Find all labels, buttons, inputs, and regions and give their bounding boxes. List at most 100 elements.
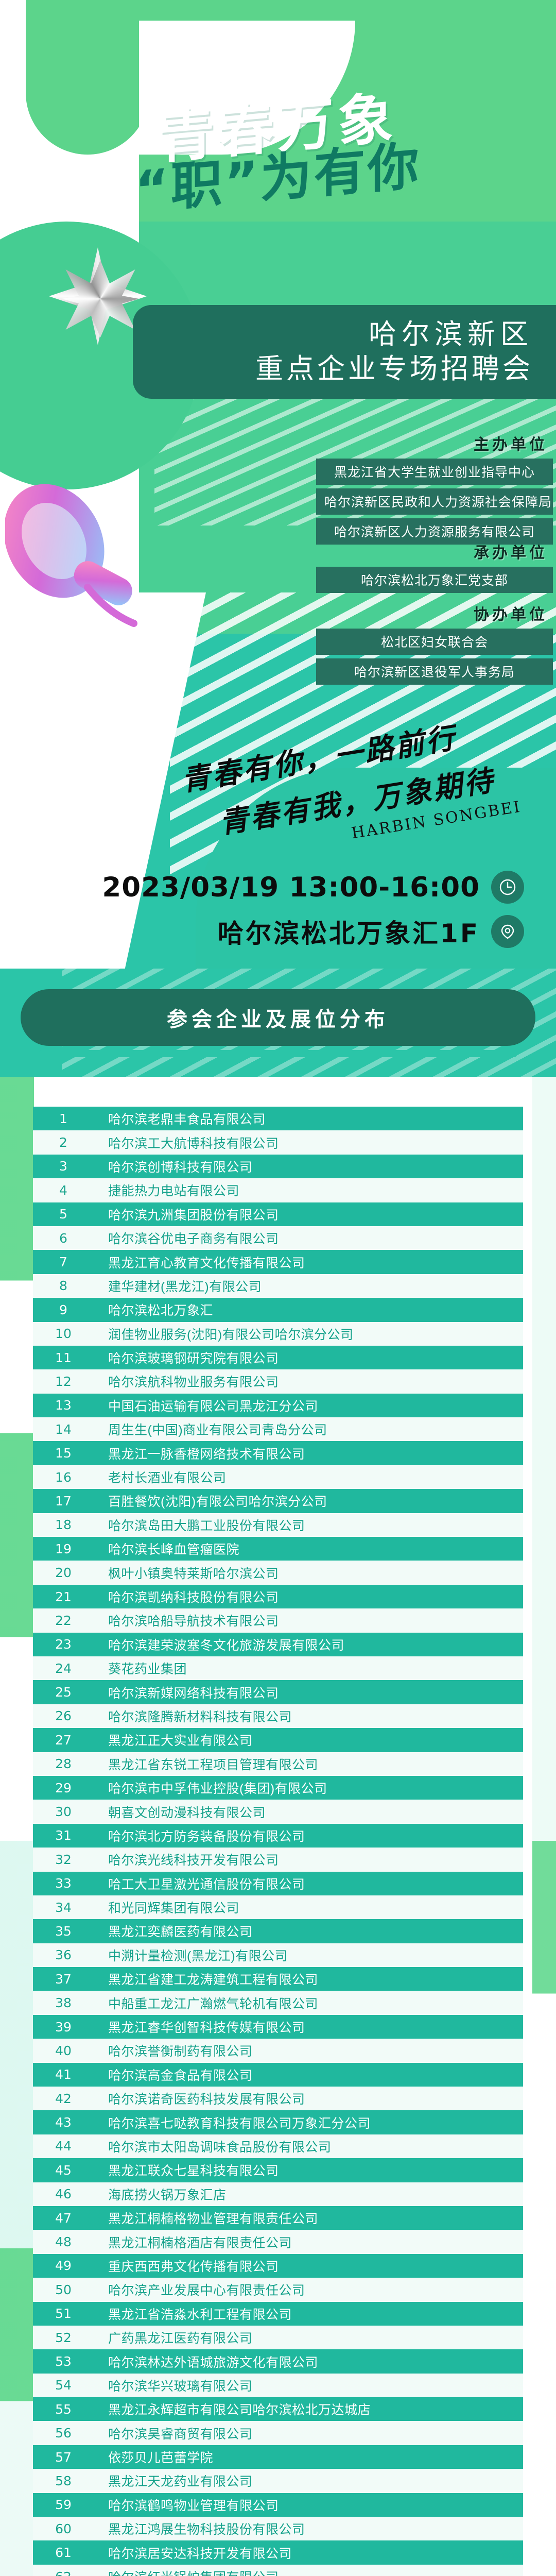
table-row: 22 哈尔滨哈船导航技术有限公司 [33, 1608, 523, 1633]
section-title: 参会企业及展位分布 [167, 1008, 389, 1031]
company-name: 和光同辉集团有限公司 [94, 1895, 523, 1920]
decor-blob-left [26, 0, 149, 155]
table-row: 56 哈尔滨昊睿商贸有限公司 [33, 2421, 523, 2445]
event-name-line1: 哈尔滨新区 [369, 318, 533, 350]
row-index: 44 [33, 2134, 94, 2159]
table-row: 6 哈尔滨谷优电子商务有限公司 [33, 1226, 523, 1250]
table-row: 9 哈尔滨松北万象汇 [33, 1298, 523, 1322]
table-row: 39 黑龙江睿华创智科技传媒有限公司 [33, 2014, 523, 2039]
row-index: 60 [33, 2517, 94, 2541]
host-item: 哈尔滨新区人力资源服务有限公司 [316, 518, 553, 545]
row-index: 21 [33, 1584, 94, 1609]
host-organization-block: 主办单位 黑龙江省大学生就业创业指导中心 哈尔滨新区民政和人力资源社会保障局 哈… [223, 432, 553, 548]
table-row: 13 中国石油运输有限公司黑龙江分公司 [33, 1393, 523, 1418]
table-row: 16 老村长酒业有限公司 [33, 1465, 523, 1489]
company-name: 哈尔滨隆腾新材料科技有限公司 [94, 1704, 523, 1728]
company-name: 黑龙江一脉香橙网络技术有限公司 [94, 1441, 523, 1465]
company-name: 哈尔滨光线科技开发有限公司 [94, 1848, 523, 1872]
row-index: 25 [33, 1680, 94, 1704]
row-index: 14 [33, 1417, 94, 1442]
table-row: 53 哈尔滨林达外语城旅游文化有限公司 [33, 2349, 523, 2374]
row-index: 1 [33, 1107, 94, 1131]
company-name: 哈尔滨昊睿商贸有限公司 [94, 2421, 523, 2445]
table-row: 62哈尔滨红光锅炉集团有限公司 [33, 2564, 523, 2576]
row-index: 35 [33, 1919, 94, 1943]
company-name: 黑龙江正大实业有限公司 [94, 1728, 523, 1752]
row-index: 6 [33, 1226, 94, 1250]
company-name: 哈尔滨市中孚伟业控股(集团)有限公司 [94, 1775, 523, 1800]
company-name: 黑龙江鸿展生物科技股份有限公司 [94, 2517, 523, 2541]
company-name: 哈尔滨鹤鸣物业管理有限公司 [94, 2493, 523, 2517]
organizer-item: 哈尔滨松北万象汇党支部 [316, 567, 553, 593]
company-name: 哈尔滨航科物业服务有限公司 [94, 1369, 523, 1394]
company-name: 哈尔滨林达外语城旅游文化有限公司 [94, 2349, 523, 2374]
table-row: 31 哈尔滨北方防务装备股份有限公司 [33, 1823, 523, 1848]
row-index: 28 [33, 1752, 94, 1776]
row-index: 38 [33, 1991, 94, 2015]
poster-title-block: 青春万象 “职”为有你 [0, 86, 556, 221]
company-name: 广药黑龙江医药有限公司 [94, 2325, 523, 2350]
table-row: 44 哈尔滨市太阳岛调味食品股份有限公司 [33, 2134, 523, 2159]
row-index: 27 [33, 1728, 94, 1752]
table-row: 58 黑龙江天龙药业有限公司 [33, 2469, 523, 2493]
row-index: 31 [33, 1823, 94, 1848]
row-index: 61 [33, 2540, 94, 2565]
decor-stripes-right [532, 1077, 556, 2576]
host-item: 哈尔滨新区民政和人力资源社会保障局 [316, 488, 553, 515]
table-row: 26 哈尔滨隆腾新材料科技有限公司 [33, 1704, 523, 1728]
company-name: 哈尔滨玻璃钢研究院有限公司 [94, 1345, 523, 1370]
row-index: 34 [33, 1895, 94, 1920]
table-row: 57 依莎贝儿芭蕾学院 [33, 2445, 523, 2469]
company-name: 海底捞火锅万象汇店 [94, 2182, 523, 2206]
company-name: 哈尔滨誉衡制药有限公司 [94, 2039, 523, 2063]
row-index: 54 [33, 2373, 94, 2398]
row-index: 24 [33, 1656, 94, 1681]
table-row: 61 哈尔滨居安达科技开发有限公司 [33, 2540, 523, 2565]
table-row: 14 周生生(中国)商业有限公司青岛分公司 [33, 1417, 523, 1442]
row-index: 18 [33, 1513, 94, 1537]
row-index: 20 [33, 1561, 94, 1585]
table-row: 34 和光同辉集团有限公司 [33, 1895, 523, 1920]
row-index: 51 [33, 2301, 94, 2326]
table-row: 43 哈尔滨喜七哒教育科技有限公司万象汇分公司 [33, 2110, 523, 2134]
company-name: 葵花药业集团 [94, 1656, 523, 1681]
company-name: 哈尔滨市太阳岛调味食品股份有限公司 [94, 2134, 523, 2159]
section-underbar [39, 1050, 517, 1057]
company-name: 黑龙江省东锐工程项目管理有限公司 [94, 1752, 523, 1776]
organizer-block: 承办单位 哈尔滨松北万象汇党支部 [223, 540, 553, 597]
company-name: 建华建材(黑龙江)有限公司 [94, 1274, 523, 1298]
row-index: 58 [33, 2469, 94, 2493]
table-row: 8 建华建材(黑龙江)有限公司 [33, 1274, 523, 1298]
company-name: 哈尔滨居安达科技开发有限公司 [94, 2540, 523, 2565]
company-name: 百胜餐饮(沈阳)有限公司哈尔滨分公司 [94, 1489, 523, 1513]
company-name: 哈尔滨创博科技有限公司 [94, 1154, 523, 1179]
row-index: 15 [33, 1441, 94, 1465]
table-row: 7 黑龙江育心教育文化传播有限公司 [33, 1250, 523, 1274]
company-name: 哈尔滨老鼎丰食品有限公司 [94, 1107, 523, 1131]
table-row: 17 百胜餐饮(沈阳)有限公司哈尔滨分公司 [33, 1489, 523, 1513]
company-name: 捷能热力电站有限公司 [94, 1178, 523, 1202]
table-row: 10 润佳物业服务(沈阳)有限公司哈尔滨分公司 [33, 1321, 523, 1346]
table-row: 20 枫叶小镇奥特莱斯哈尔滨公司 [33, 1561, 523, 1585]
table-row: 30 朝喜文创动漫科技有限公司 [33, 1800, 523, 1824]
table-row: 46 海底捞火锅万象汇店 [33, 2182, 523, 2206]
company-name: 黑龙江桐楠格酒店有限责任公司 [94, 2230, 523, 2254]
table-row: 27 黑龙江正大实业有限公司 [33, 1728, 523, 1752]
company-name: 哈尔滨诺奇医药科技发展有限公司 [94, 2087, 523, 2111]
table-row: 3 哈尔滨创博科技有限公司 [33, 1154, 523, 1179]
row-index: 2 [33, 1130, 94, 1155]
company-name: 黑龙江省浩淼水利工程有限公司 [94, 2301, 523, 2326]
company-name: 黑龙江桐楠格物业管理有限责任公司 [94, 2206, 523, 2230]
table-row: 41 哈尔滨高金食品有限公司 [33, 2062, 523, 2087]
company-name: 哈尔滨华兴玻璃有限公司 [94, 2373, 523, 2398]
poster-hero: 青春万象 “职”为有你 哈尔滨新区 重点企业专场招聘会 主办单位 黑龙江省大学生… [0, 0, 556, 969]
row-index: 57 [33, 2445, 94, 2469]
table-row: 37 黑龙江省建工龙涛建筑工程有限公司 [33, 1967, 523, 1991]
company-name: 周生生(中国)商业有限公司青岛分公司 [94, 1417, 523, 1442]
location-pin-icon [491, 915, 524, 948]
table-row: 25 哈尔滨新媒网络科技有限公司 [33, 1680, 523, 1704]
company-name: 黑龙江联众七星科技有限公司 [94, 2158, 523, 2182]
row-index: 3 [33, 1154, 94, 1179]
event-datetime: 2023/03/19 13:00-16:00 [102, 871, 480, 903]
table-row: 21 哈尔滨凯纳科技股份有限公司 [33, 1584, 523, 1609]
